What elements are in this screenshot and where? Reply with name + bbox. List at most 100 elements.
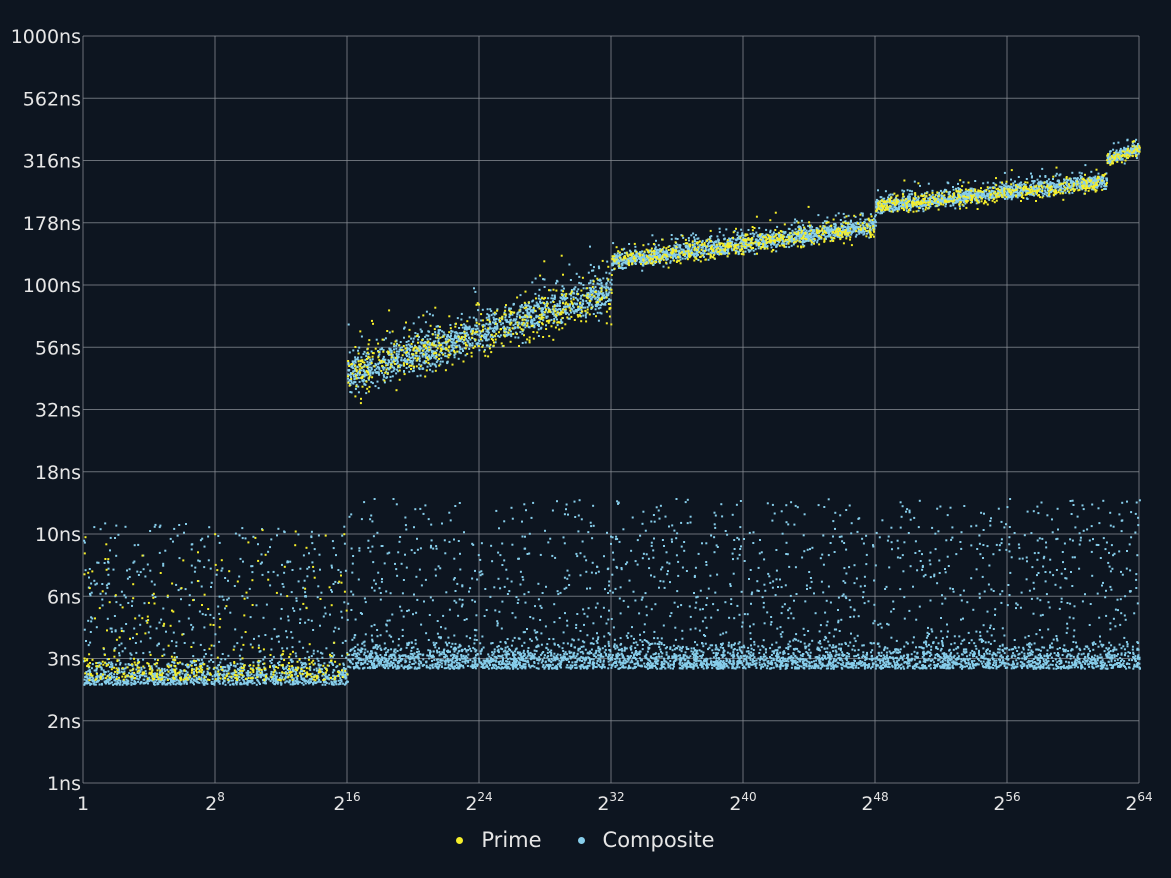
- composite-point: [781, 605, 784, 608]
- composite-point: [579, 552, 582, 555]
- composite-point: [946, 623, 948, 626]
- composite-point: [808, 648, 811, 651]
- composite-point: [1083, 667, 1086, 670]
- composite-point: [435, 665, 438, 668]
- composite-point: [166, 663, 169, 666]
- composite-point: [787, 660, 790, 663]
- composite-point: [496, 645, 499, 648]
- composite-point: [991, 657, 994, 659]
- composite-point: [990, 517, 992, 520]
- composite-point: [762, 655, 765, 658]
- composite-point: [284, 667, 287, 670]
- composite-point: [1022, 648, 1025, 651]
- composite-point: [136, 672, 139, 674]
- composite-point: [300, 666, 303, 669]
- composite-point: [324, 675, 327, 678]
- composite-point: [400, 609, 403, 612]
- composite-point: [1038, 537, 1041, 540]
- composite-point: [849, 606, 852, 609]
- composite-point: [305, 663, 308, 666]
- composite-point: [1060, 667, 1063, 670]
- composite-point: [310, 530, 313, 533]
- composite-point: [125, 623, 128, 625]
- composite-point: [331, 671, 334, 674]
- composite-point: [278, 663, 281, 666]
- composite-point: [616, 500, 619, 503]
- composite-point: [343, 525, 346, 528]
- composite-point: [1125, 667, 1128, 670]
- composite-point: [185, 670, 187, 673]
- composite-point: [505, 651, 508, 654]
- composite-point: [353, 636, 356, 639]
- composite-point: [111, 666, 114, 668]
- composite-point: [95, 626, 98, 629]
- composite-point: [498, 663, 501, 665]
- composite-point: [1104, 548, 1107, 551]
- composite-point: [387, 659, 390, 662]
- composite-point: [292, 607, 294, 610]
- composite-point: [124, 596, 127, 599]
- composite-point: [552, 638, 555, 641]
- composite-point: [565, 508, 567, 511]
- composite-point: [504, 653, 507, 656]
- composite-point: [444, 656, 446, 658]
- composite-point: [809, 548, 811, 551]
- composite-point: [618, 661, 621, 664]
- composite-point: [452, 578, 455, 581]
- composite-point: [785, 660, 788, 662]
- composite-point: [752, 531, 755, 534]
- composite-point: [460, 664, 463, 667]
- composite-point: [933, 573, 936, 576]
- composite-point: [606, 531, 608, 534]
- composite-point: [155, 665, 158, 668]
- composite-point: [672, 663, 674, 666]
- composite-point: [805, 584, 808, 587]
- composite-point: [344, 677, 347, 680]
- composite-point: [251, 667, 254, 670]
- composite-point: [180, 598, 182, 601]
- composite-point: [292, 677, 295, 680]
- composite-point: [579, 665, 582, 668]
- composite-point: [730, 645, 733, 648]
- composite-point: [736, 604, 739, 607]
- composite-point: [914, 552, 917, 554]
- composite-point: [673, 648, 676, 651]
- composite-point: [928, 559, 931, 562]
- composite-point: [508, 648, 511, 651]
- composite-point: [732, 655, 735, 658]
- composite-point: [430, 539, 433, 542]
- composite-point: [511, 612, 514, 615]
- composite-point: [218, 595, 221, 598]
- composite-point: [256, 670, 259, 673]
- composite-point: [156, 644, 159, 647]
- composite-point: [134, 673, 137, 676]
- composite-point: [261, 674, 264, 677]
- composite-point: [393, 654, 396, 657]
- composite-point: [222, 677, 224, 680]
- composite-point: [1130, 536, 1133, 539]
- composite-point: [380, 580, 383, 583]
- composite-point: [750, 593, 753, 596]
- composite-point: [750, 602, 752, 605]
- composite-point: [827, 653, 829, 656]
- composite-point: [653, 660, 656, 663]
- composite-point: [940, 617, 942, 619]
- composite-point: [844, 581, 847, 584]
- composite-point: [261, 561, 263, 564]
- composite-point: [863, 575, 866, 578]
- composite-point: [664, 667, 667, 670]
- composite-point: [972, 655, 974, 658]
- composite-point: [695, 651, 698, 653]
- composite-point: [105, 680, 108, 682]
- composite-point: [369, 550, 372, 553]
- composite-point: [574, 516, 577, 518]
- composite-point: [498, 527, 500, 530]
- composite-point: [1083, 648, 1086, 651]
- composite-point: [408, 663, 411, 666]
- composite-point: [960, 660, 963, 663]
- composite-point: [469, 665, 472, 668]
- composite-point: [381, 545, 384, 547]
- composite-point: [411, 653, 414, 656]
- composite-point: [238, 669, 240, 671]
- composite-point: [763, 583, 766, 586]
